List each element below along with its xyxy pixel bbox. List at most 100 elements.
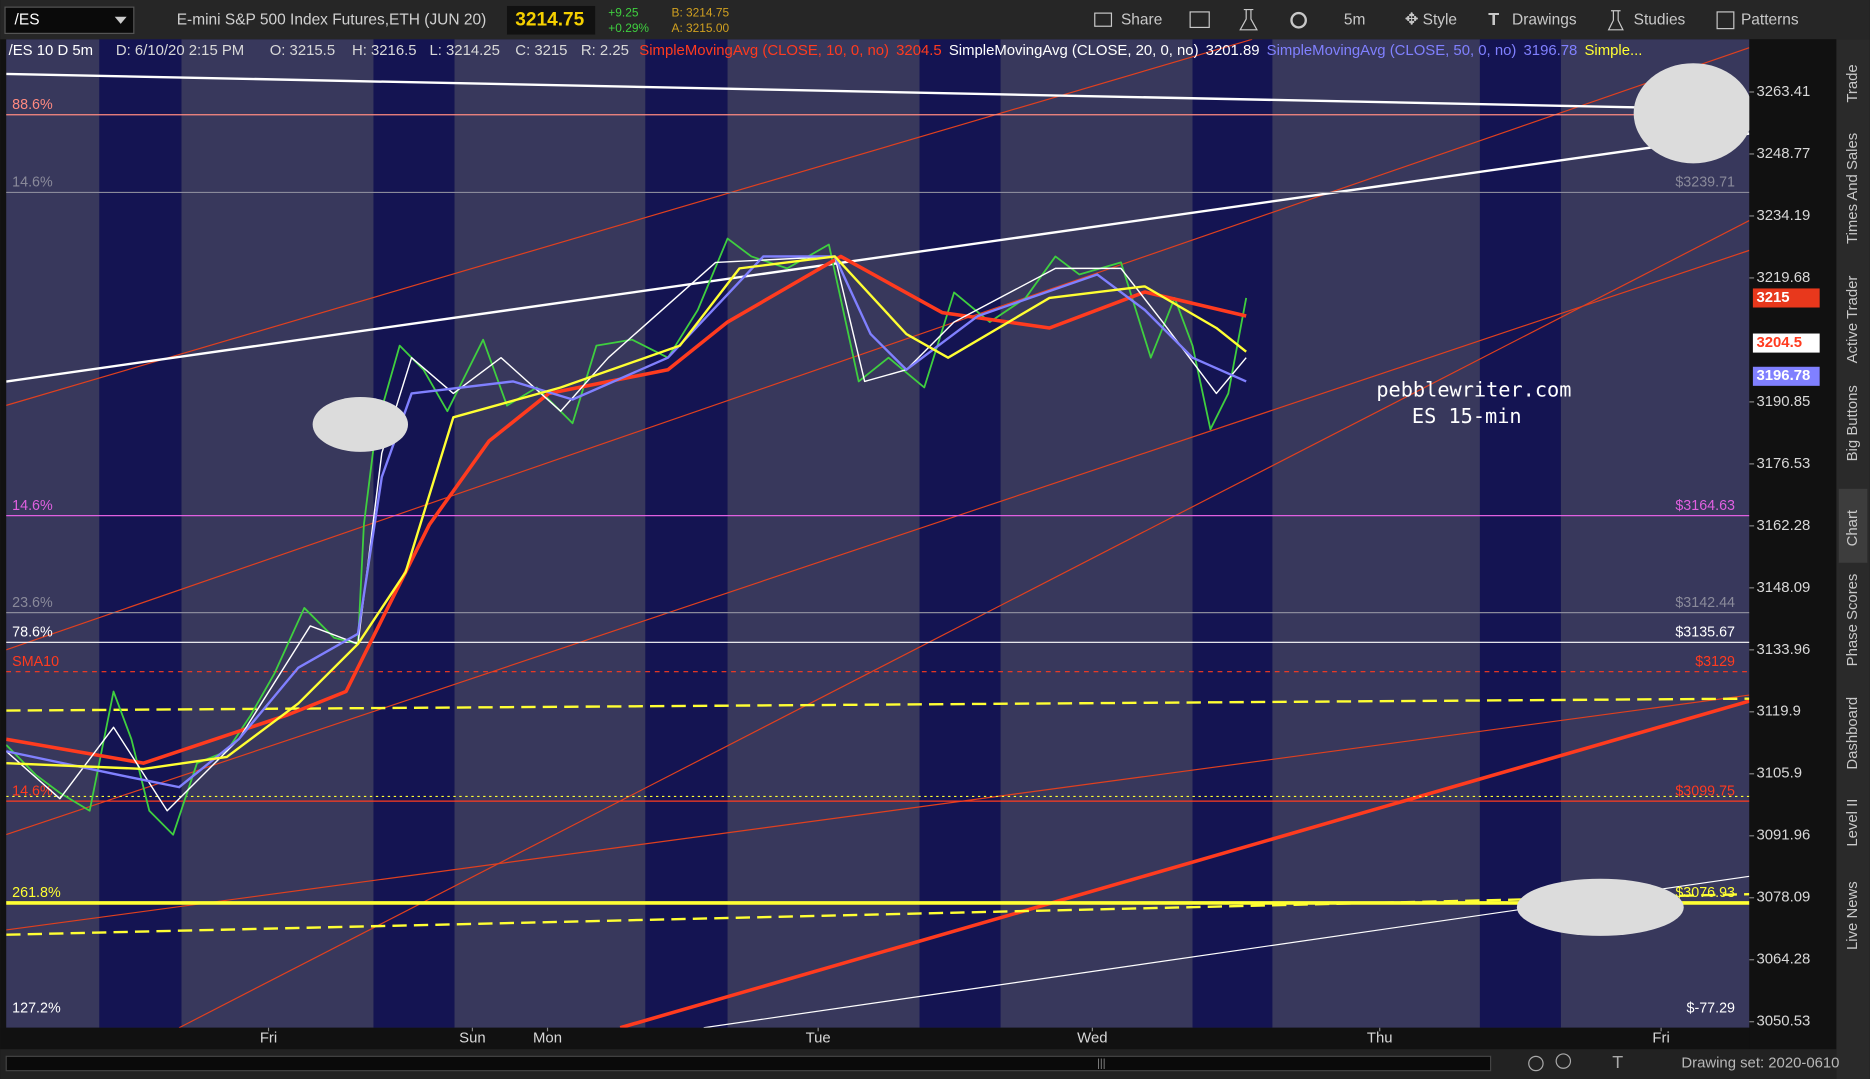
studies-icon[interactable] bbox=[1607, 10, 1624, 31]
legend-value: 3201.89 bbox=[1206, 43, 1260, 59]
last-price: 3214.75 bbox=[515, 9, 584, 30]
y-tick-label: 3162.28 bbox=[1756, 518, 1810, 534]
x-tick-label: Fri bbox=[1652, 1030, 1669, 1046]
series-line bbox=[6, 255, 1247, 789]
share-icon[interactable] bbox=[1094, 12, 1113, 27]
patterns-icon[interactable] bbox=[1716, 11, 1735, 30]
sidebar-tab[interactable]: Big Buttons bbox=[1845, 385, 1861, 461]
watermark: ES 15-min bbox=[1412, 404, 1522, 428]
legend-entry: SimpleMovingAvg (CLOSE, 50, 0, no) bbox=[1267, 43, 1517, 59]
legend-entry: SimpleMovingAvg (CLOSE, 10, 0, no) bbox=[639, 43, 889, 59]
series-line bbox=[6, 237, 1248, 836]
sidebar-tab[interactable]: Chart bbox=[1845, 509, 1861, 546]
price-badge-label: 3204.5 bbox=[1756, 335, 1802, 351]
toolbar-button[interactable]: Patterns bbox=[1741, 11, 1799, 28]
plot-background bbox=[6, 39, 1750, 1028]
drawings bbox=[6, 39, 1750, 1028]
legend-value: 3204.5 bbox=[896, 43, 942, 59]
levels: 88.6%$3258.0214.6%$3239.7114.6%$3164.632… bbox=[6, 97, 1750, 1016]
session-band bbox=[1192, 39, 1273, 1028]
y-tick-label: 3105.9 bbox=[1756, 766, 1802, 782]
level-label: 14.6% bbox=[12, 175, 53, 191]
x-tick-label: Sun bbox=[459, 1030, 486, 1046]
session-band bbox=[373, 39, 455, 1028]
style-icon[interactable]: ✥ bbox=[1405, 10, 1419, 29]
trend-line bbox=[6, 39, 1253, 406]
toolbar-button[interactable]: Studies bbox=[1634, 11, 1686, 28]
zoom-icon[interactable] bbox=[1555, 1053, 1572, 1069]
level-price: $3129 bbox=[1695, 654, 1735, 670]
price-badge-label: 3215 bbox=[1756, 290, 1789, 306]
trend-line bbox=[6, 47, 1750, 651]
toolbar-button[interactable]: Style bbox=[1423, 11, 1457, 28]
sidebar-tab[interactable]: Trade bbox=[1845, 64, 1861, 102]
sidebar-tabs: Trade Times And Sales Active Trader Big But… bbox=[1845, 64, 1861, 950]
toolbar-button[interactable]: 5m bbox=[1344, 11, 1366, 28]
axis-labels: 3263.41 3248.77 3234.19 3219.68 3190.85 3176.… bbox=[260, 84, 1820, 1046]
layout-icon[interactable] bbox=[1189, 11, 1210, 29]
toolbar-button[interactable]: Share bbox=[1121, 11, 1162, 28]
drawing-icon[interactable]: T bbox=[1612, 1052, 1623, 1072]
price-axis bbox=[1749, 39, 1837, 1050]
watermark: pebblewriter.com bbox=[1376, 378, 1571, 402]
scrollbar[interactable] bbox=[5, 1055, 1492, 1072]
drawings-icon[interactable]: T bbox=[1488, 9, 1499, 29]
study-label: /ES 10 D 5m bbox=[9, 43, 93, 59]
settings-icon[interactable] bbox=[1290, 11, 1307, 29]
toolbar bbox=[0, 0, 1870, 40]
ohlc: L: 3214.25 bbox=[429, 43, 499, 59]
sidebar-tab[interactable]: Dashboard bbox=[1845, 697, 1861, 770]
y-tick-label: 3219.68 bbox=[1756, 270, 1810, 286]
y-tick-label: 3234.19 bbox=[1756, 208, 1810, 224]
y-tick-label: 3263.41 bbox=[1756, 84, 1810, 100]
trend-line bbox=[178, 220, 1750, 1028]
level-price: $3099.75 bbox=[1675, 783, 1735, 799]
series-line bbox=[6, 255, 1247, 771]
y-tick-label: 3064.28 bbox=[1756, 952, 1810, 968]
price-badge-label: 3196.78 bbox=[1756, 368, 1810, 384]
level-label: 14.6% bbox=[12, 498, 53, 514]
level-label: 23.6% bbox=[12, 595, 53, 611]
price-badge bbox=[1752, 333, 1820, 353]
sidebar-tab[interactable]: Level II bbox=[1845, 799, 1861, 847]
sidebar-tab[interactable]: Times And Sales bbox=[1845, 133, 1861, 244]
sidebar-tab[interactable]: Active Trader bbox=[1845, 276, 1861, 364]
dropdown-arrow[interactable] bbox=[114, 16, 127, 24]
ask: A: 3215.00 bbox=[672, 21, 730, 35]
y-tick-label: 3050.53 bbox=[1756, 1014, 1810, 1030]
price-badge bbox=[1752, 366, 1820, 386]
level-label: 261.8% bbox=[12, 885, 61, 901]
y-tick-label: 3091.96 bbox=[1756, 828, 1810, 844]
legend: SimpleMovingAvg (CLOSE, 10, 0, no) 3204.5… bbox=[639, 43, 1642, 59]
level-price: $-77.29 bbox=[1687, 1000, 1736, 1016]
drawing-set: Drawing set: 2020-0610 bbox=[1681, 1055, 1839, 1071]
symbol[interactable]: /ES bbox=[15, 11, 40, 28]
toolbar-button[interactable]: Drawings bbox=[1512, 11, 1577, 28]
y-tick-label: 3176.53 bbox=[1756, 456, 1810, 472]
crosshair-icon[interactable] bbox=[1528, 1055, 1544, 1072]
highlight-ellipse bbox=[1633, 63, 1753, 164]
chart-header: /ES 10 D 5m D: 6/10/20 2:15 PM O: 3215.5… bbox=[9, 43, 629, 59]
change: +9.25 bbox=[608, 5, 639, 19]
ohlc: C: 3215 bbox=[515, 43, 567, 59]
trend-line bbox=[619, 699, 1750, 1028]
scroll-thumb[interactable]: ||| bbox=[1097, 1057, 1105, 1069]
level-price: $3135.67 bbox=[1675, 625, 1735, 641]
y-tick-label: 3119.9 bbox=[1756, 704, 1800, 720]
level-price: $3076.93 bbox=[1675, 885, 1735, 901]
session-band bbox=[919, 39, 1001, 1028]
trend-line bbox=[6, 132, 1750, 383]
sidebar-tab[interactable]: Phase Scores bbox=[1845, 574, 1861, 667]
level-label: SMA10 bbox=[12, 654, 59, 670]
symbol-box[interactable] bbox=[4, 6, 135, 34]
highlights bbox=[312, 63, 1753, 936]
sidebar-tab[interactable]: Live News bbox=[1845, 881, 1861, 950]
trend-line bbox=[6, 249, 1750, 836]
last-box bbox=[506, 5, 596, 35]
trend-line bbox=[6, 72, 1750, 111]
flask-icon[interactable] bbox=[1239, 8, 1258, 31]
trend-line bbox=[6, 694, 1750, 931]
ohlc: O: 3215.5 bbox=[270, 43, 335, 59]
